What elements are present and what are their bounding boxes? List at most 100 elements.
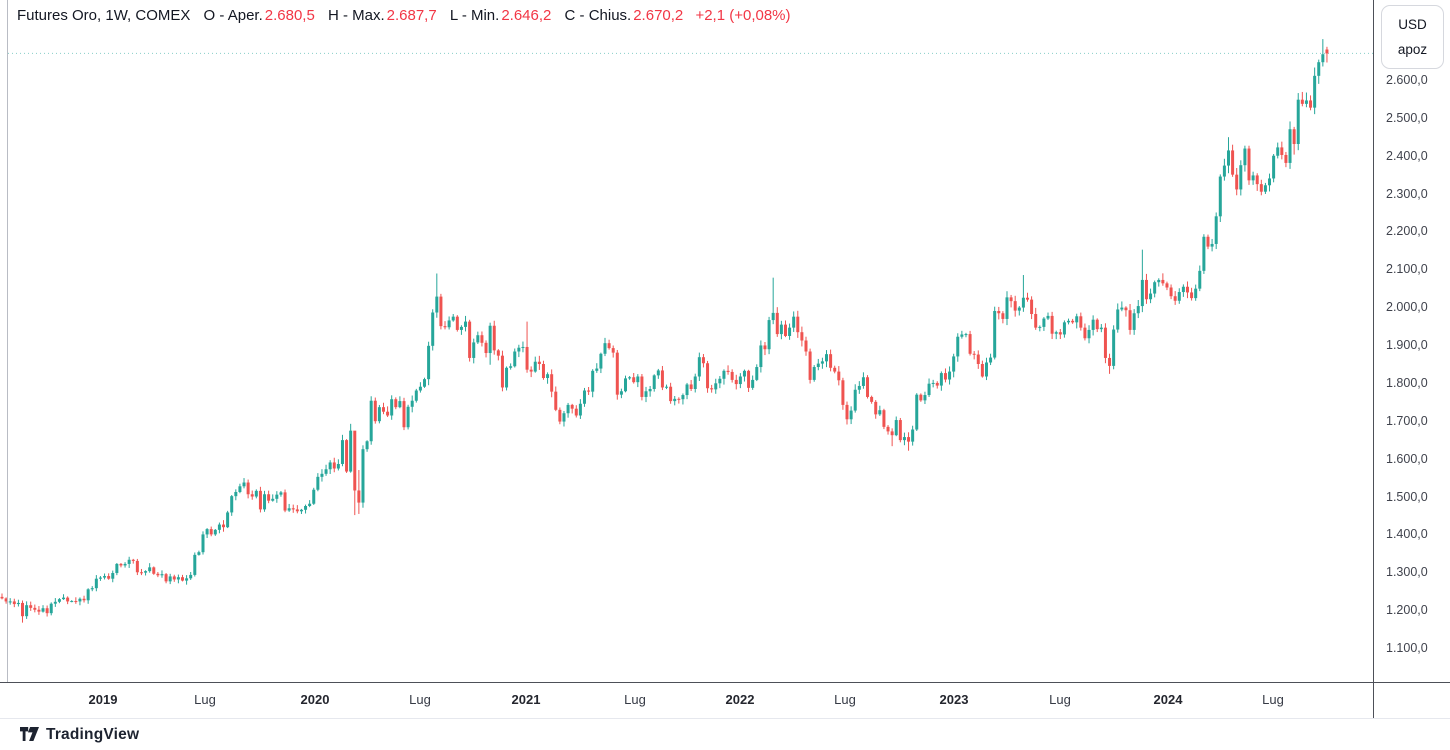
price-tick-label: 2.100,0 [1386,262,1428,277]
candle-body [513,351,517,367]
candle-body [246,482,250,495]
candle-body [1268,178,1272,186]
candle-body [1288,129,1292,163]
candle-body [283,492,287,511]
candle-body [566,404,570,414]
candle-body [718,378,722,384]
candle-body [176,577,180,580]
candle-body [332,462,336,469]
candle-body [74,601,78,603]
price-axis[interactable]: 2.600,0 2.500,0 2.400,0 2.300,0 2.200,0 2.100… [1373,0,1450,682]
candle-body [927,383,931,396]
price-tick-label: 1.800,0 [1386,375,1428,390]
candle-body [1173,296,1177,301]
candle-body [1038,326,1042,328]
candle-body [742,370,746,377]
candle-body [1259,184,1263,192]
candle-body [1157,279,1161,283]
candlestick-chart[interactable] [0,0,1373,682]
candle-body [894,420,898,436]
candle-body [357,490,361,503]
candle-body [291,508,295,510]
candle-body [632,377,636,383]
candle-body [808,351,812,380]
candle-body [267,494,271,501]
candle-body [726,370,730,372]
candle-body [127,559,131,564]
candle-body [582,390,586,404]
candle-body [103,576,107,578]
time-tick-label: Lug [1262,692,1284,707]
candle-body [1054,332,1058,334]
candle-body [578,403,582,416]
candle-body [1120,307,1124,310]
candle-body [8,601,12,603]
candle-body [459,326,463,330]
candle-body [968,334,972,354]
candle-body [550,374,554,392]
unit-label: apoz [1397,42,1428,58]
candle-body [1231,150,1235,175]
candle-body [287,508,291,511]
candle-body [546,374,550,379]
high-value: 2.687,7 [386,7,437,24]
candle-body [509,366,513,368]
candle-body [123,563,127,566]
candle-body [1210,243,1214,247]
price-tick-label: 1.100,0 [1386,641,1428,655]
candle-body [33,607,37,610]
open-value: 2.680,5 [264,7,315,24]
time-axis[interactable]: 2019 Lug 2020 Lug 2021 Lug 2022 Lug 2023 Lug 2024 L… [0,682,1450,719]
candle-body [213,529,217,535]
candle-body [345,440,349,472]
price-tick-label: 1.300,0 [1386,565,1428,580]
candle-body [976,354,980,364]
candle-body [144,571,148,573]
candle-body [439,296,443,327]
candle-body [139,572,143,574]
candle-body [1251,175,1255,181]
candle-body [1235,174,1239,190]
candle-body [98,577,102,579]
symbol-header[interactable]: Futures Oro, 1W, COMEX O - Aper. 2.680,5 … [17,7,791,24]
low-label: L - Min. [449,7,500,24]
candle-body [1284,154,1288,163]
attribution-bar: TradingView [0,718,1450,750]
candle-body [1194,288,1198,299]
candle-body [312,489,316,504]
price-tick-label: 1.700,0 [1386,413,1428,428]
candle-body [1050,315,1054,334]
candle-body [369,400,373,442]
candle-body [997,310,1001,314]
candle-body [857,385,861,390]
candle-body [21,602,25,617]
candle-body [517,347,521,352]
symbol-title[interactable]: Futures Oro, 1W, COMEX [17,7,191,24]
currency-unit-box[interactable]: USD apoz [1381,5,1444,69]
candle-body [767,320,771,350]
time-tick-label: Lug [409,692,431,707]
candle-body [1034,314,1038,328]
candle-body [656,370,660,376]
candle-body [1202,236,1206,271]
candle-body [952,356,956,372]
candle-body [570,404,574,409]
candle-body [1177,292,1181,301]
candle-body [628,377,632,379]
candle-body [825,354,829,362]
candle-body [328,462,332,470]
candle-body [1190,292,1194,299]
candle-body [706,363,710,389]
candle-body [164,574,168,582]
candle-body [78,598,82,602]
candle-body [775,312,779,335]
candle-body [820,361,824,364]
candle-body [1009,297,1013,302]
candle-body [390,399,394,416]
candle-body [361,449,365,503]
tradingview-logo[interactable]: TradingView [20,726,139,744]
candle-body [779,324,783,335]
candle-body [180,577,184,581]
candle-body [492,325,496,351]
candle-body [1095,319,1099,330]
